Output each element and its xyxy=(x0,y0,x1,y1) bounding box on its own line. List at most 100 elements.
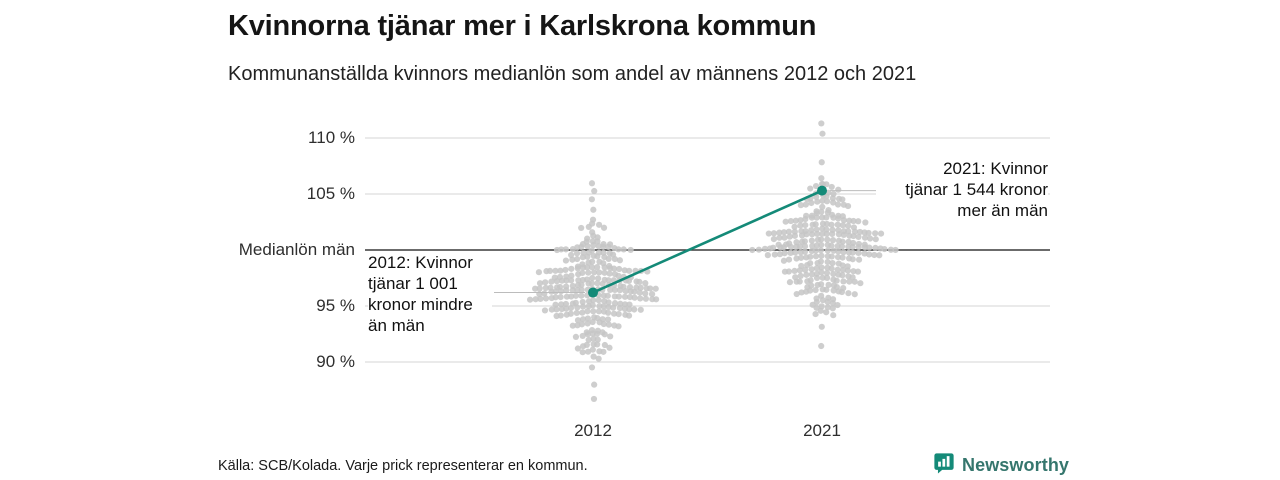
kommun-dot xyxy=(606,270,613,277)
kommun-dot xyxy=(642,295,650,302)
kommun-dot xyxy=(605,309,612,316)
kommun-dot xyxy=(765,230,772,237)
kommun-dot xyxy=(835,248,842,255)
kommun-dot xyxy=(792,217,799,224)
kommun-dot xyxy=(797,222,804,229)
kommun-dot xyxy=(548,294,555,302)
kommun-dot xyxy=(579,349,586,356)
kommun-dot xyxy=(562,257,570,264)
kommun-dot xyxy=(850,232,857,240)
kommun-dot xyxy=(563,277,570,284)
kommun-dot xyxy=(845,222,852,230)
kommun-dot xyxy=(797,249,804,256)
kommun-dot xyxy=(814,230,821,238)
kommun-dot xyxy=(605,299,612,306)
kommun-dot xyxy=(585,269,592,276)
kommun-dot xyxy=(541,307,549,314)
kommun-dot xyxy=(798,289,805,296)
kommun-dot xyxy=(584,308,591,315)
kommun-dot xyxy=(828,253,835,260)
kommun-dot xyxy=(780,229,788,236)
kommun-dot xyxy=(813,210,820,217)
kommun-dot xyxy=(813,242,820,249)
kommun-dot xyxy=(791,223,798,230)
kommun-dot xyxy=(568,277,575,284)
kommun-dot xyxy=(803,271,810,278)
kommun-dot xyxy=(553,312,560,320)
kommun-dot xyxy=(804,278,811,285)
kommun-dot xyxy=(542,279,549,286)
kommun-dot xyxy=(600,303,607,310)
kommun-dot xyxy=(575,281,582,289)
kommun-dot xyxy=(823,198,831,205)
kommun-dot xyxy=(642,290,649,297)
kommun-dot xyxy=(856,228,864,236)
kommun-dot xyxy=(838,243,846,250)
kommun-dot xyxy=(824,304,831,311)
kommun-dot xyxy=(787,217,794,225)
x-tick-label-2021: 2021 xyxy=(803,421,841,440)
kommun-dot xyxy=(786,279,794,286)
kommun-dot xyxy=(631,288,638,295)
kommun-dot xyxy=(876,252,883,259)
kommun-dot xyxy=(548,288,555,295)
kommun-dot xyxy=(814,198,821,205)
kommun-dot xyxy=(861,250,868,257)
kommun-dot xyxy=(653,296,660,303)
kommun-dot xyxy=(605,277,612,284)
kommun-dot xyxy=(605,255,612,263)
kommun-dot xyxy=(823,193,830,200)
kommun-dot xyxy=(607,286,614,293)
kommun-dot xyxy=(601,331,608,338)
kommun-dot xyxy=(637,295,644,302)
kommun-dot xyxy=(812,310,819,318)
kommun-dot xyxy=(585,298,593,305)
kommun-dot xyxy=(839,272,846,279)
kommun-dot xyxy=(770,236,778,243)
kommun-dot xyxy=(615,246,622,253)
kommun-dot xyxy=(776,229,783,236)
kommun-dot xyxy=(605,321,612,328)
kommun-dot xyxy=(830,287,837,294)
kommun-dot xyxy=(808,271,816,278)
kommun-dot xyxy=(839,222,846,229)
kommun-dot xyxy=(600,320,607,328)
kommun-dot xyxy=(839,254,846,261)
kommun-dot xyxy=(823,181,830,188)
kommun-dot xyxy=(808,237,815,244)
kommun-dot xyxy=(803,288,810,295)
kommun-dot xyxy=(552,301,559,308)
kommun-dot xyxy=(749,246,756,254)
kommun-dot xyxy=(591,187,598,195)
kommun-dot xyxy=(607,333,614,340)
kommun-dot xyxy=(542,295,550,302)
annotation-2021: 2021: Kvinnor tjänar 1 544 kronor mer än… xyxy=(876,158,1048,221)
kommun-dot xyxy=(601,341,608,349)
kommun-dot xyxy=(578,286,585,293)
kommun-dot xyxy=(626,301,633,308)
x-tick-label-2012: 2012 xyxy=(574,421,612,440)
kommun-dot xyxy=(846,278,853,285)
kommun-dot xyxy=(851,278,858,285)
y-tick-label: 95 % xyxy=(316,296,355,315)
kommun-dot xyxy=(818,175,825,182)
kommun-dot xyxy=(610,304,617,311)
kommun-dot xyxy=(557,288,565,295)
kommun-dot xyxy=(829,199,837,206)
kommun-dot xyxy=(803,254,810,261)
kommun-dot xyxy=(591,381,598,388)
kommun-dot xyxy=(887,246,895,253)
kommun-dot xyxy=(604,316,612,323)
kommun-dot xyxy=(563,311,570,318)
kommun-dot xyxy=(866,251,873,258)
kommun-dot xyxy=(866,244,873,251)
kommun-dot xyxy=(574,322,581,329)
kommun-dot xyxy=(855,256,863,263)
kommun-dot xyxy=(631,294,638,301)
kommun-dot xyxy=(536,285,543,292)
kommun-dot xyxy=(823,214,830,221)
kommun-dot xyxy=(553,306,560,313)
kommun-dot xyxy=(579,276,587,284)
kommun-dot xyxy=(835,186,842,193)
kommun-dot xyxy=(828,183,835,191)
